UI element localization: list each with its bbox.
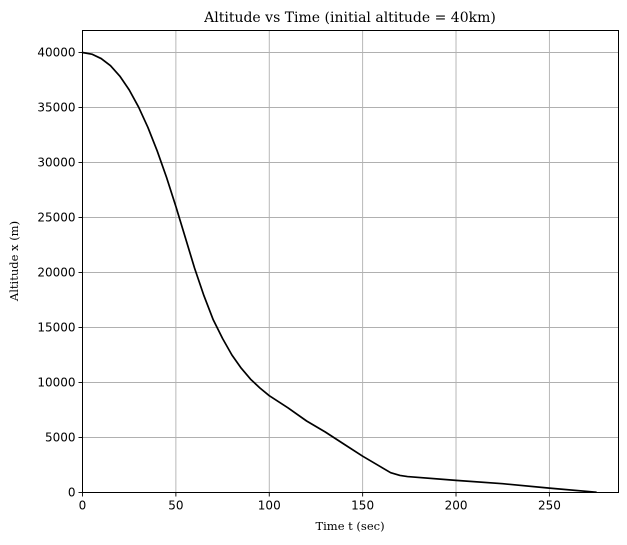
- x-tick-label: 150: [351, 499, 374, 513]
- y-tick-label: 10000: [37, 376, 75, 390]
- y-tick-label: 40000: [37, 46, 75, 60]
- x-tick-label: 50: [168, 499, 183, 513]
- grid: [82, 30, 619, 493]
- altitude-line: [81, 51, 597, 494]
- plot-frame: [82, 30, 619, 493]
- x-tick-label: 0: [79, 499, 87, 513]
- y-axis: 0 5000 10000 15000 20000 25000 30000 35000 40000: [37, 46, 83, 500]
- y-tick-label: 5000: [45, 431, 76, 445]
- y-tick-label: 25000: [37, 211, 75, 225]
- y-tick-label: 0: [68, 486, 76, 500]
- x-tick-label: 200: [445, 499, 468, 513]
- y-tick-label: 20000: [37, 266, 75, 280]
- y-tick-label: 35000: [37, 101, 75, 115]
- x-tick-label: 250: [538, 499, 561, 513]
- y-axis-label: Altitude x (m): [7, 221, 21, 302]
- x-axis-label: Time t (sec): [315, 519, 384, 533]
- x-tick-label: 100: [258, 499, 281, 513]
- y-tick-label: 30000: [37, 156, 75, 170]
- y-tick-label: 15000: [37, 321, 75, 335]
- x-axis: 0 50 100 150 200 250: [79, 492, 561, 513]
- chart-title: Altitude vs Time (initial altitude = 40k…: [203, 10, 496, 26]
